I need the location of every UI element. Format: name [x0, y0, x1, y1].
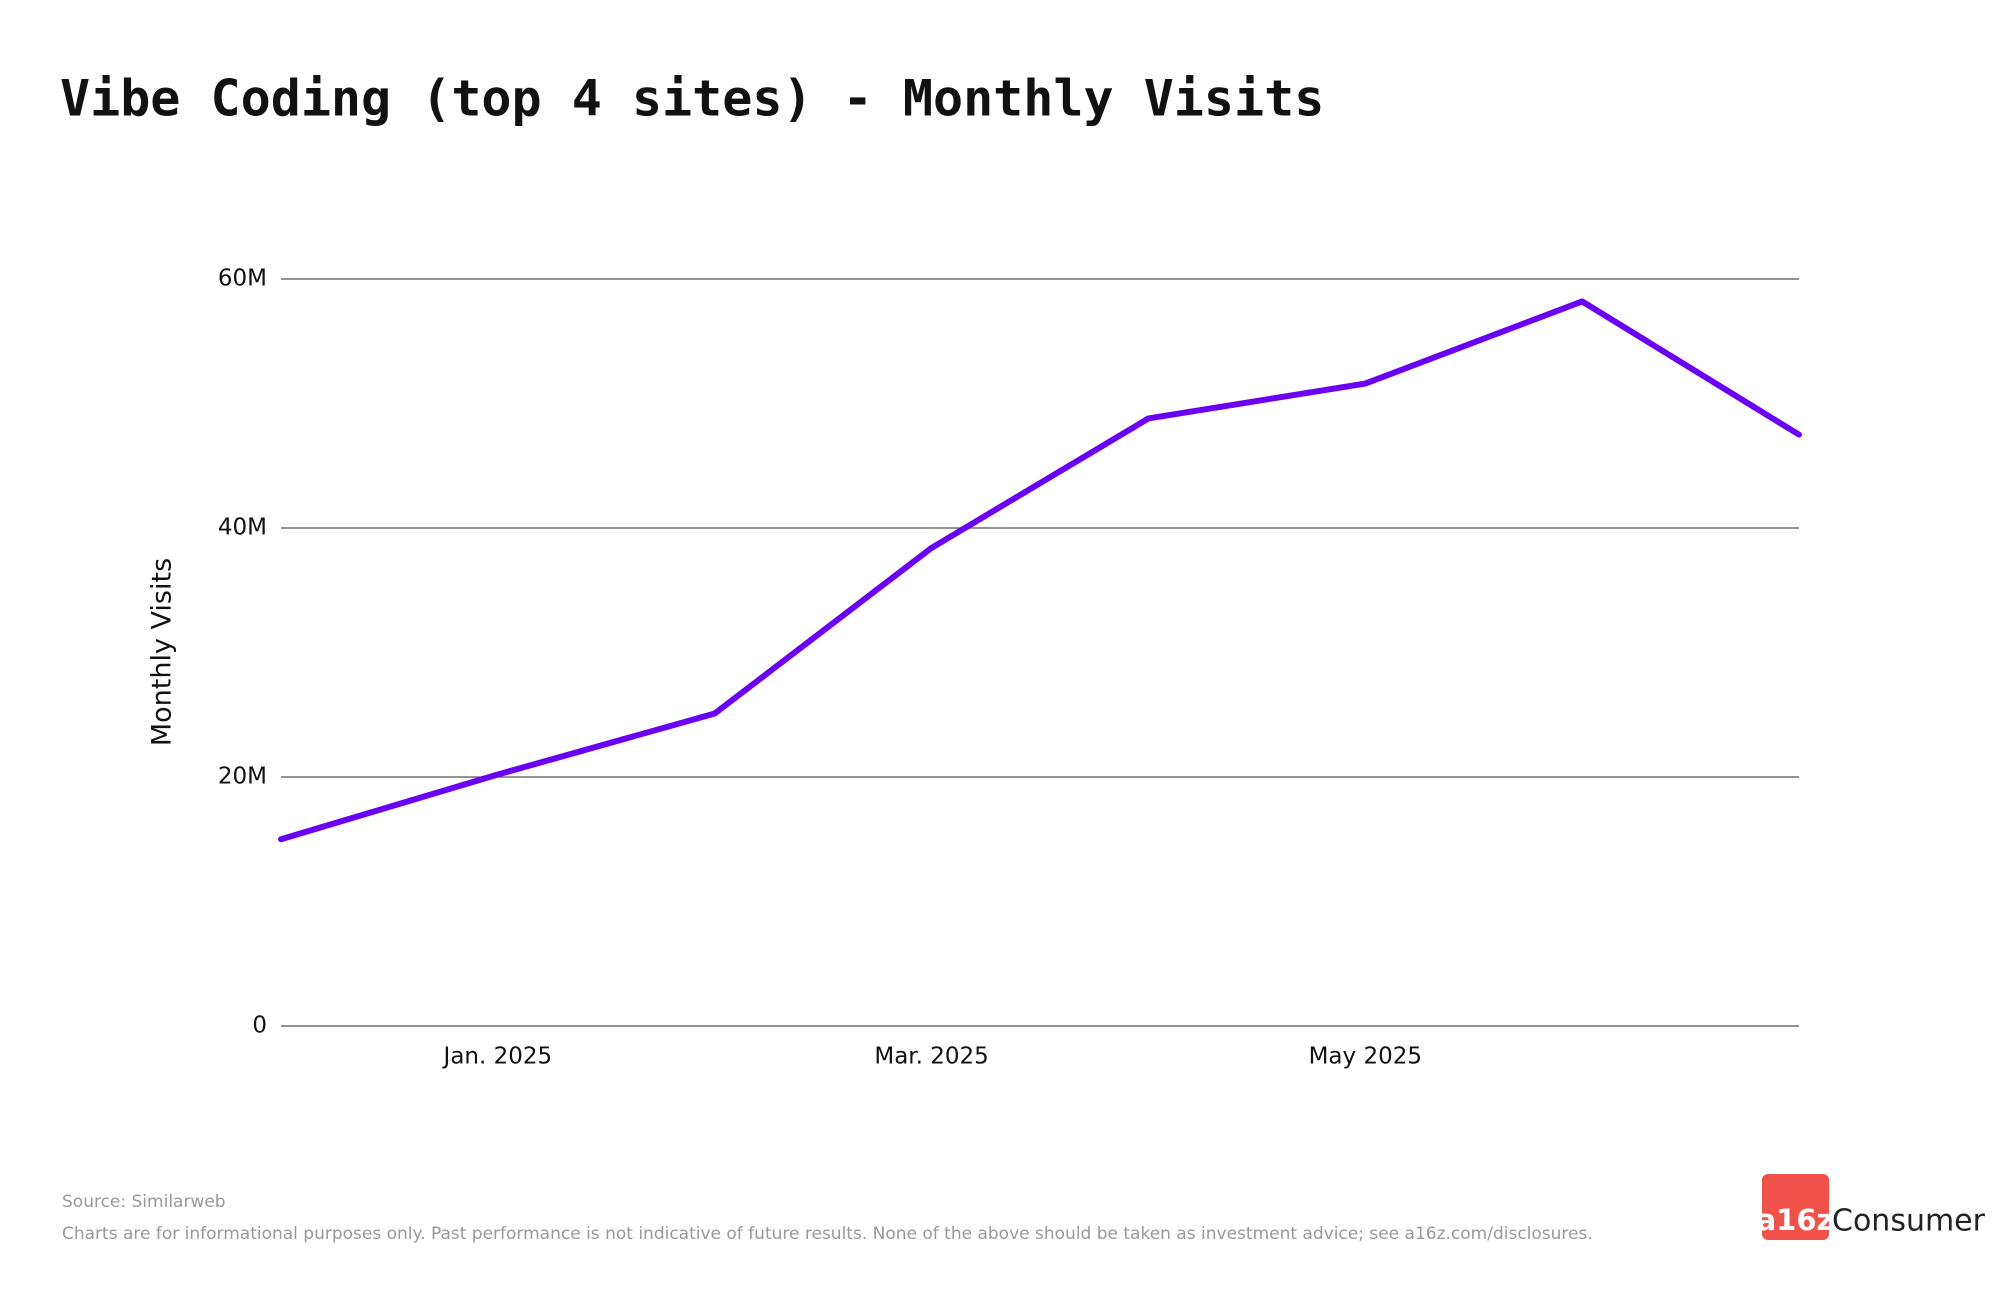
logo-mark: a16z — [1757, 1203, 1834, 1237]
chart-title: Vibe Coding (top 4 sites) - Monthly Visi… — [60, 70, 1324, 128]
disclaimer: Charts are for informational purposes on… — [62, 1224, 1593, 1244]
x-tick-label: May 2025 — [1309, 1044, 1422, 1070]
y-tick-label: 40M — [218, 515, 267, 541]
logo-text: Consumer — [1832, 1204, 1986, 1239]
data-line — [278, 298, 1802, 843]
source: Source: Similarweb — [62, 1192, 226, 1212]
x-tick-label: Jan. 2025 — [442, 1044, 553, 1070]
y-tick-label: 20M — [218, 764, 267, 790]
y-tick-label: 0 — [252, 1013, 267, 1039]
logo-box — [1762, 1174, 1829, 1240]
y-axis-label: Monthly Visits — [147, 558, 178, 746]
y-tick-label: 60M — [218, 266, 267, 292]
x-tick-label: Mar. 2025 — [874, 1044, 988, 1070]
